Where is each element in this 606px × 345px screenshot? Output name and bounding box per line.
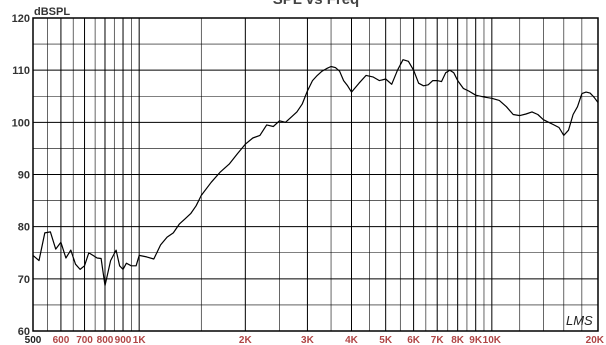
- y-tick-label: 90: [18, 170, 30, 182]
- x-tick-label: 8K: [451, 335, 465, 345]
- y-tick-label: 60: [18, 326, 30, 338]
- x-tick-label: 9K: [469, 335, 483, 345]
- x-tick-label: 600: [53, 335, 70, 345]
- y-tick-label: 100: [12, 117, 30, 129]
- x-tick-label: 4K: [345, 335, 359, 345]
- chart-title: SPL vs Freq: [273, 0, 359, 8]
- x-tick-label: 7K: [431, 335, 445, 345]
- x-tick-label: 700: [76, 335, 93, 345]
- x-tick-label: 3K: [301, 335, 315, 345]
- y-tick-label: 110: [12, 65, 30, 77]
- x-tick-label: 5K: [379, 335, 393, 345]
- x-tick-label: 800: [97, 335, 114, 345]
- y-tick-label: 120: [12, 13, 30, 25]
- y-tick-labels: 60 70 80 90 100 110 120: [12, 13, 30, 338]
- lms-watermark: LMS: [566, 313, 593, 328]
- x-tick-label: 2K: [239, 335, 253, 345]
- spl-series-line: [32, 59, 599, 287]
- x-tick-label: 500: [25, 335, 42, 345]
- x-tick-label: 10K: [483, 335, 502, 345]
- grid: [32, 17, 599, 332]
- y-axis-label: dBSPL: [34, 6, 70, 18]
- plot-frame: [32, 17, 599, 332]
- x-tick-labels: 500 600 700 800 900 1K 2K 3K 4K 5K 6K 7K 8K 9K 10K 20K: [25, 335, 605, 345]
- x-tick-label: 20K: [586, 335, 605, 345]
- y-tick-label: 70: [18, 274, 30, 286]
- y-tick-label: 80: [18, 222, 30, 234]
- x-tick-label: 6K: [407, 335, 421, 345]
- x-tick-label: 900: [115, 335, 132, 345]
- x-tick-label: 1K: [133, 335, 147, 345]
